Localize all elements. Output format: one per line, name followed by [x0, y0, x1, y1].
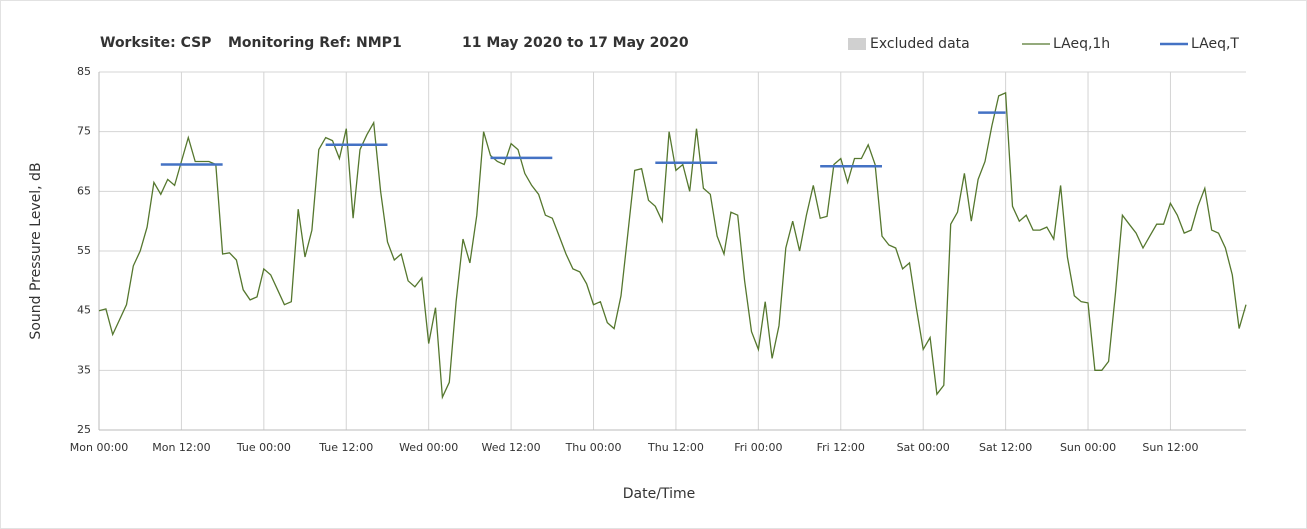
- y-tick-label: 85: [77, 65, 91, 78]
- y-tick-label: 55: [77, 244, 91, 257]
- data-line: [98, 91, 1247, 400]
- x-tick-label: Mon 12:00: [152, 441, 210, 454]
- x-tick-label: Fri 00:00: [734, 441, 782, 454]
- legend-label: LAeq,T: [1191, 36, 1239, 52]
- x-tick-label: Thu 12:00: [647, 441, 704, 454]
- x-tick-label: Sun 12:00: [1142, 441, 1198, 454]
- y-tick-label: 65: [77, 184, 91, 197]
- x-tick-label: Sat 12:00: [979, 441, 1032, 454]
- x-axis-label: Date/Time: [623, 486, 695, 502]
- x-tick-label: Tue 00:00: [236, 441, 291, 454]
- y-tick-label: 45: [77, 304, 91, 317]
- x-tick-label: Mon 00:00: [70, 441, 128, 454]
- title-ref: Monitoring Ref: NMP1: [228, 35, 402, 51]
- title-site: Worksite: CSP: [100, 35, 211, 51]
- x-tick-label: Wed 12:00: [482, 441, 541, 454]
- y-tick-label: 25: [77, 423, 91, 436]
- y-tick-label: 75: [77, 125, 91, 138]
- x-tick-label: Sat 00:00: [897, 441, 950, 454]
- x-tick-label: Fri 12:00: [817, 441, 865, 454]
- x-tick-label: Wed 00:00: [399, 441, 458, 454]
- legend-excluded-swatch: [848, 38, 866, 50]
- legend-label: LAeq,1h: [1053, 36, 1110, 52]
- y-tick-label: 35: [77, 363, 91, 376]
- x-tick-label: Sun 00:00: [1060, 441, 1116, 454]
- y-axis-label: Sound Pressure Level, dB: [28, 162, 44, 339]
- x-tick-label: Tue 12:00: [318, 441, 373, 454]
- legend-excluded-label: Excluded data: [870, 36, 970, 52]
- title-dates: 11 May 2020 to 17 May 2020: [462, 35, 689, 51]
- x-tick-label: Thu 00:00: [565, 441, 622, 454]
